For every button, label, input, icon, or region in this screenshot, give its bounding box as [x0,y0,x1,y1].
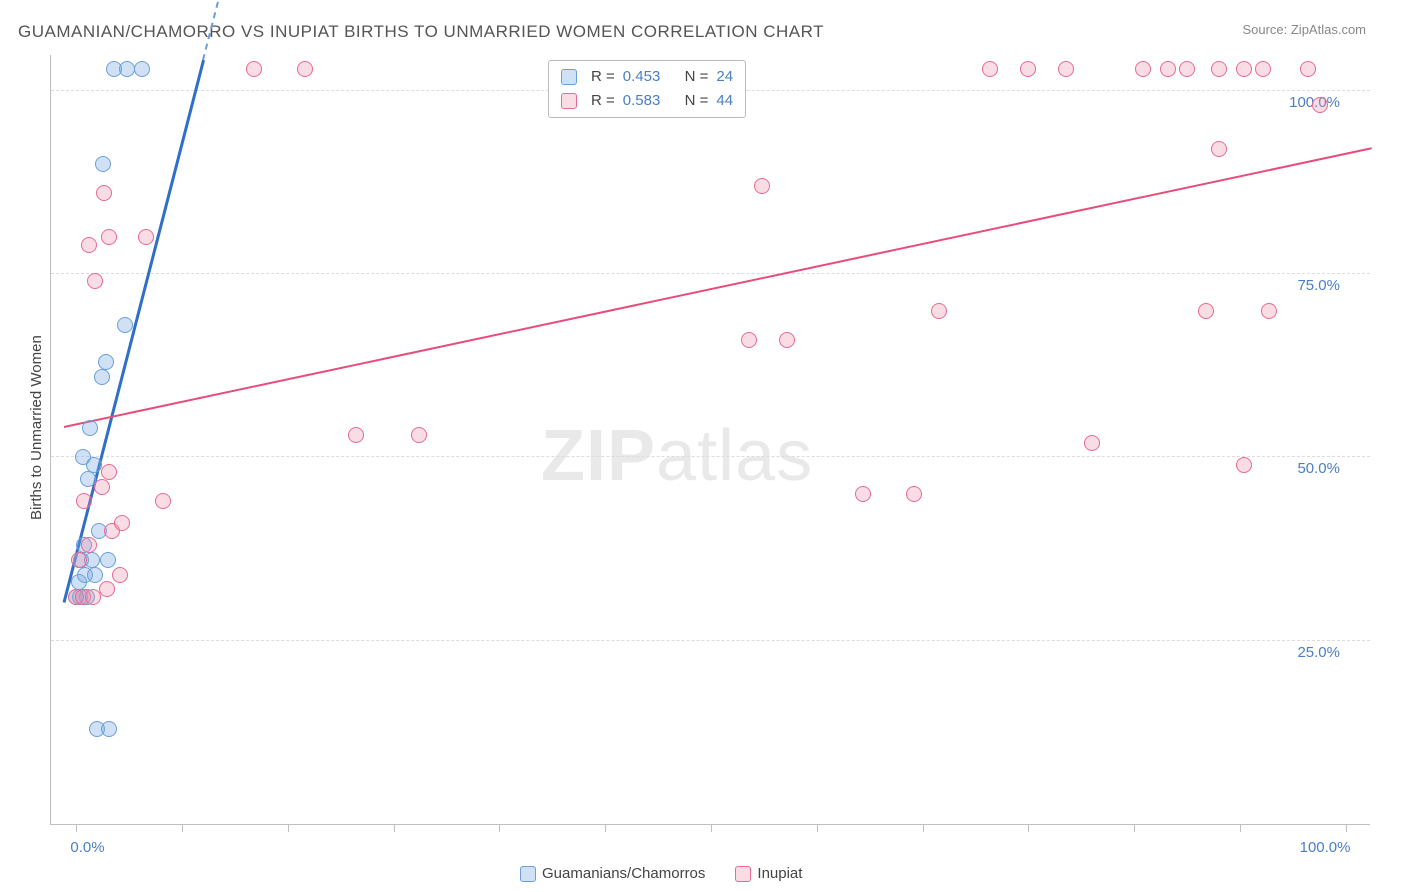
trend-line-inupiat [63,147,1371,428]
point-inupiat [155,493,171,509]
legend-label: Guamanians/Chamorros [542,865,705,882]
legend-label: Inupiat [757,865,802,882]
point-inupiat [81,537,97,553]
point-inupiat [246,61,262,77]
point-inupiat [1020,61,1036,77]
swatch-inupiat [561,93,577,109]
x-tick [1346,824,1347,832]
point-inupiat [99,581,115,597]
point-inupiat [1261,303,1277,319]
point-inupiat [931,303,947,319]
point-inupiat [81,237,97,253]
point-guamanian [94,369,110,385]
point-guamanian [98,354,114,370]
x-tick-label: 100.0% [1300,839,1351,856]
legend-stats-row-inupiat: R = 0.583 N = 44 [561,89,733,113]
swatch-guamanian [561,69,577,85]
chart-title: GUAMANIAN/CHAMORRO VS INUPIAT BIRTHS TO … [18,22,824,42]
x-tick [76,824,77,832]
point-guamanian [117,317,133,333]
point-inupiat [96,185,112,201]
point-inupiat [87,273,103,289]
point-guamanian [134,61,150,77]
x-tick [288,824,289,832]
x-tick [923,824,924,832]
point-inupiat [1058,61,1074,77]
point-guamanian [87,567,103,583]
point-inupiat [1135,61,1151,77]
point-guamanian [101,721,117,737]
y-tick-label: 50.0% [1297,460,1340,477]
x-tick [1134,824,1135,832]
point-guamanian [119,61,135,77]
r-value: 0.453 [623,65,661,89]
point-inupiat [982,61,998,77]
gridline [51,456,1370,457]
point-inupiat [1300,61,1316,77]
point-guamanian [82,420,98,436]
point-inupiat [1198,303,1214,319]
x-tick [1028,824,1029,832]
point-inupiat [297,61,313,77]
x-tick [605,824,606,832]
legend-stats-row-guamanian: R = 0.453 N = 24 [561,65,733,89]
x-tick [182,824,183,832]
legend-item-guamanian: Guamanians/Chamorros [520,865,705,882]
point-inupiat [1084,435,1100,451]
x-tick [499,824,500,832]
point-inupiat [1211,141,1227,157]
point-guamanian [75,449,91,465]
r-label: R = [591,89,615,113]
source-attribution: Source: ZipAtlas.com [1242,22,1366,37]
legend-stats-box: R = 0.453 N = 24R = 0.583 N = 44 [548,60,746,118]
point-inupiat [906,486,922,502]
point-inupiat [1236,61,1252,77]
x-tick [1240,824,1241,832]
r-label: R = [591,65,615,89]
x-tick-label: 0.0% [70,839,104,856]
point-inupiat [1179,61,1195,77]
point-inupiat [1255,61,1271,77]
n-value: 44 [716,89,733,113]
point-inupiat [348,427,364,443]
point-inupiat [114,515,130,531]
y-tick-label: 75.0% [1297,277,1340,294]
point-inupiat [779,332,795,348]
point-inupiat [112,567,128,583]
y-tick-label: 25.0% [1297,644,1340,661]
point-guamanian [100,552,116,568]
r-value: 0.583 [623,89,661,113]
n-value: 24 [716,65,733,89]
x-tick [711,824,712,832]
point-inupiat [855,486,871,502]
x-tick [817,824,818,832]
point-inupiat [1312,97,1328,113]
gridline [51,273,1370,274]
swatch-guamanian [520,866,536,882]
n-label: N = [685,65,709,89]
point-inupiat [71,552,87,568]
y-axis-label: Births to Unmarried Women [28,335,45,520]
point-inupiat [411,427,427,443]
point-inupiat [94,479,110,495]
gridline [51,640,1370,641]
point-inupiat [754,178,770,194]
n-label: N = [685,89,709,113]
point-inupiat [741,332,757,348]
trend-line-guamanian [62,59,205,602]
point-inupiat [101,229,117,245]
point-guamanian [95,156,111,172]
plot-area: ZIPatlas 25.0%50.0%75.0%100.0% [50,55,1370,825]
point-inupiat [76,493,92,509]
point-inupiat [101,464,117,480]
x-tick [394,824,395,832]
chart-container: GUAMANIAN/CHAMORRO VS INUPIAT BIRTHS TO … [0,0,1406,892]
point-inupiat [1160,61,1176,77]
legend-item-inupiat: Inupiat [735,865,802,882]
legend-bottom: Guamanians/Chamorros Inupiat [520,865,802,882]
point-inupiat [1236,457,1252,473]
point-inupiat [138,229,154,245]
point-inupiat [1211,61,1227,77]
swatch-inupiat [735,866,751,882]
